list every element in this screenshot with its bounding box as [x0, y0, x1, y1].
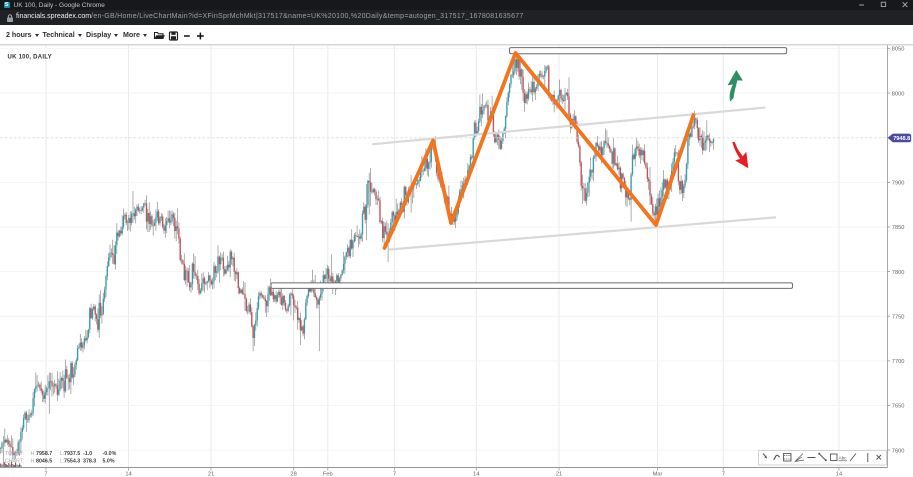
svg-text:14: 14 — [473, 472, 479, 477]
svg-text:7700: 7700 — [892, 359, 905, 365]
svg-text:7: 7 — [722, 472, 725, 477]
svg-text:Mar: Mar — [653, 472, 663, 477]
svg-text:14: 14 — [125, 472, 131, 477]
svg-text:-0.0%: -0.0% — [103, 451, 117, 457]
svg-text:TODAY:: TODAY: — [5, 451, 24, 457]
svg-text:7948.8: 7948.8 — [893, 136, 910, 142]
svg-text:H:: H: — [31, 451, 36, 457]
svg-text:8000: 8000 — [892, 91, 905, 97]
svg-text:L:: L: — [60, 458, 64, 464]
svg-text:Abc: Abc — [839, 456, 848, 461]
svg-text:7850: 7850 — [892, 225, 905, 231]
svg-text:Feb: Feb — [323, 472, 333, 477]
svg-text:7600: 7600 — [892, 448, 905, 454]
svg-text:7554.3: 7554.3 — [64, 458, 80, 464]
svg-text:7: 7 — [393, 472, 396, 477]
svg-text:14: 14 — [836, 472, 842, 477]
svg-text:L:: L: — [60, 451, 64, 457]
svg-text:8050: 8050 — [892, 47, 905, 53]
svg-text:7800: 7800 — [892, 270, 905, 276]
svg-text:7650: 7650 — [892, 404, 905, 410]
svg-text:7900: 7900 — [892, 181, 905, 187]
svg-text:28: 28 — [290, 472, 296, 477]
svg-text:21: 21 — [556, 472, 562, 477]
svg-text:8046.5: 8046.5 — [36, 458, 52, 464]
svg-text:21: 21 — [208, 472, 214, 477]
svg-text:CHART:: CHART: — [5, 458, 24, 464]
svg-text:7: 7 — [44, 472, 47, 477]
svg-text:7958.7: 7958.7 — [36, 451, 52, 457]
svg-text:UK 100, DAILY: UK 100, DAILY — [8, 54, 52, 60]
svg-text:-1.0: -1.0 — [83, 451, 92, 457]
svg-text:7937.5: 7937.5 — [64, 451, 80, 457]
svg-text:378.3: 378.3 — [83, 458, 96, 464]
svg-text:7750: 7750 — [892, 314, 905, 320]
svg-text:H:: H: — [31, 458, 36, 464]
svg-text:5.0%: 5.0% — [103, 458, 115, 464]
